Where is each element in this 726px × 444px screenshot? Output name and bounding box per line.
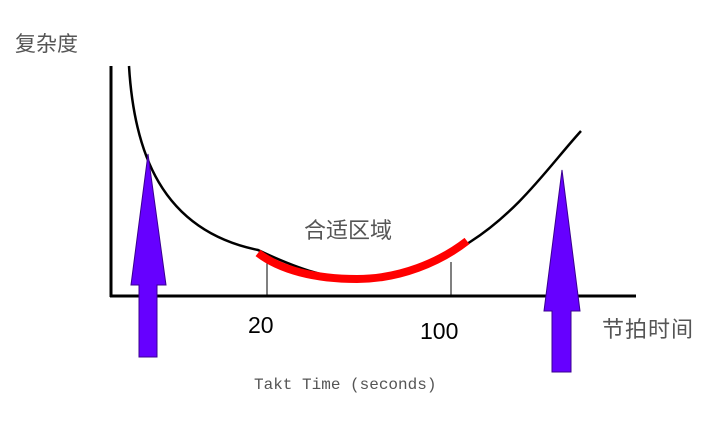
caption: Takt Time (seconds) <box>254 376 437 394</box>
tick-label-20: 20 <box>248 312 274 338</box>
tick-label-100: 100 <box>420 318 459 344</box>
x-axis-label: 节拍时间 <box>602 318 695 343</box>
complexity-curve <box>127 65 582 281</box>
optimal-zone-highlight <box>255 237 470 284</box>
y-axis-label: 复杂度 <box>15 32 78 56</box>
right-arrow <box>543 169 581 373</box>
optimal-zone-label: 合适区域 <box>304 219 393 244</box>
left-arrow <box>130 153 167 358</box>
